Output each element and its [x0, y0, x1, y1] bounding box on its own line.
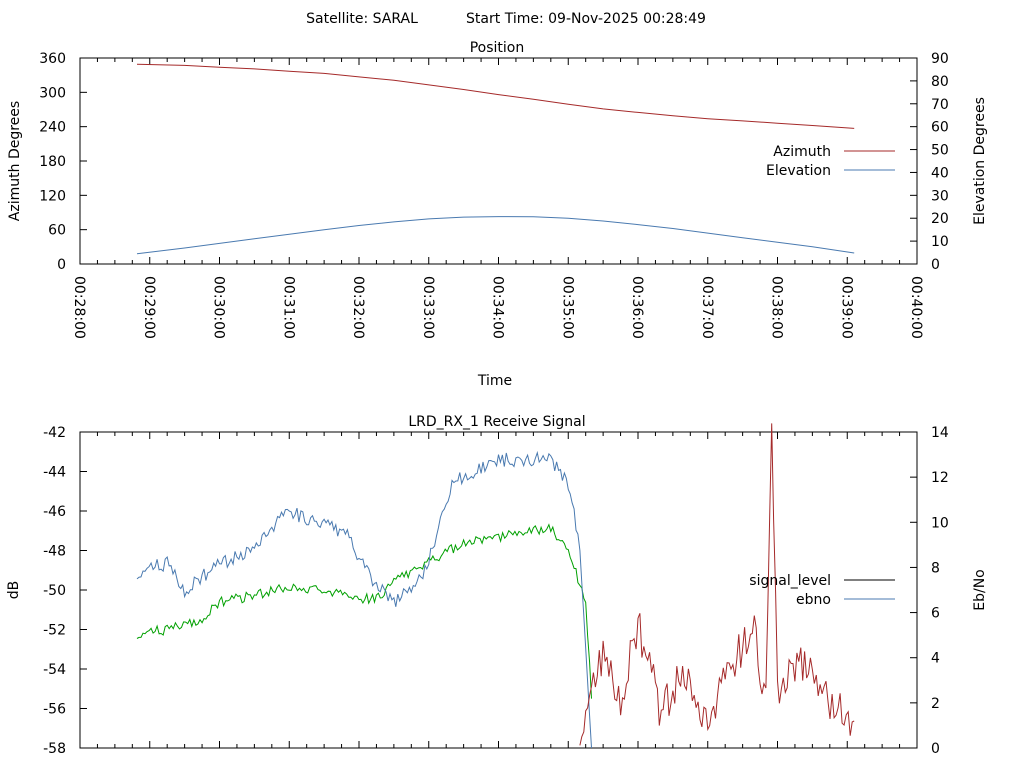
y2-tick-label: 2 — [931, 696, 940, 712]
signal-series — [136, 423, 855, 749]
y2-tick-label: 6 — [931, 606, 940, 622]
y-tick-label: 0 — [57, 257, 66, 273]
y2-tick-label: 60 — [931, 120, 949, 136]
x-tick-label: 00:37:00 — [699, 276, 715, 339]
position-chart-title: Position — [470, 40, 525, 56]
position-y-axis: 0 60 120 180 240 300 360 — [39, 51, 87, 273]
x-tick-label: 00:33:00 — [420, 276, 436, 339]
y-tick-label: 300 — [39, 85, 66, 101]
x-tick-label: 00:29:00 — [141, 276, 157, 339]
signal-legend: signal_level ebno — [749, 573, 895, 608]
y2-tick-label: 90 — [931, 51, 949, 67]
y-tick-label: -52 — [43, 623, 66, 639]
position-y2-axis-label: Elevation Degrees — [972, 97, 988, 225]
y2-tick-label: 40 — [931, 165, 949, 181]
position-plot-frame — [79, 57, 918, 265]
y-tick-label: -46 — [43, 504, 66, 520]
x-tick-label: 00:28:00 — [71, 276, 87, 339]
y2-tick-label: 14 — [931, 425, 949, 441]
series-line-ebno — [136, 450, 592, 749]
position-x-axis: 00:28:00 00:29:00 00:30:00 00:31:00 00:32:00… — [71, 58, 924, 339]
y-tick-label: -54 — [43, 662, 66, 678]
y-tick-label: -58 — [43, 741, 66, 757]
y2-tick-label: 80 — [931, 74, 949, 90]
position-y2-axis: 0 10 20 30 40 50 60 70 80 90 — [910, 51, 949, 273]
x-tick-label: 00:30:00 — [211, 276, 227, 339]
y-tick-label: -42 — [43, 425, 66, 441]
x-tick-label: 00:39:00 — [838, 276, 854, 339]
x-tick-label: 00:35:00 — [559, 276, 575, 339]
signal-chart-title: LRD_RX_1 Receive Signal — [408, 414, 585, 430]
y-tick-label: -56 — [43, 702, 66, 718]
y2-tick-label: 4 — [931, 651, 940, 667]
y2-tick-label: 20 — [931, 211, 949, 227]
y-tick-label: 240 — [39, 120, 66, 136]
signal-plot-frame — [79, 431, 918, 749]
signal-y-axis: -58 -56 -54 -52 -50 -48 -46 -44 -42 — [43, 425, 87, 757]
signal-y-axis-label: dB — [6, 581, 22, 600]
satellite-label: Satellite: SARAL — [306, 11, 418, 27]
y2-tick-label: 10 — [931, 234, 949, 250]
position-series — [136, 63, 855, 255]
series-line-azimuth — [136, 63, 855, 129]
y2-tick-label: 10 — [931, 515, 949, 531]
y-tick-label: -44 — [43, 465, 66, 481]
y-tick-label: -50 — [43, 583, 66, 599]
x-tick-label: 00:36:00 — [629, 276, 645, 339]
y-tick-label: 120 — [39, 188, 66, 204]
position-legend: Azimuth Elevation — [766, 144, 895, 179]
x-tick-label: 00:40:00 — [908, 276, 924, 339]
series-line-signal-level — [136, 523, 592, 699]
x-tick-label: 00:38:00 — [769, 276, 785, 339]
y2-tick-label: 8 — [931, 560, 940, 576]
signal-y2-axis: 0 2 4 6 8 10 12 14 — [910, 425, 949, 757]
series-line-elevation — [136, 216, 855, 255]
x-tick-label: 00:32:00 — [350, 276, 366, 339]
x-tick-label: 00:34:00 — [490, 276, 506, 339]
y-tick-label: 180 — [39, 154, 66, 170]
y2-tick-label: 30 — [931, 188, 949, 204]
y-tick-label: -48 — [43, 544, 66, 560]
legend-label-elevation: Elevation — [766, 163, 831, 179]
signal-x-axis — [79, 432, 918, 748]
y-tick-label: 360 — [39, 51, 66, 67]
y-tick-label: 60 — [48, 223, 66, 239]
legend-label-signal-level: signal_level — [749, 573, 831, 589]
y2-tick-label: 70 — [931, 97, 949, 113]
legend-label-ebno: ebno — [796, 592, 831, 608]
y2-tick-label: 0 — [931, 257, 940, 273]
position-y-axis-label: Azimuth Degrees — [7, 101, 23, 221]
signal-chart: LRD_RX_1 Receive Signal -58-56-54-52-50-… — [6, 414, 988, 757]
y2-tick-label: 50 — [931, 143, 949, 159]
position-x-axis-label: Time — [477, 373, 512, 389]
series-line-ebno-low — [579, 423, 855, 746]
position-chart: Position 00:28:00 00:29:00 00:30:00 00:31:0… — [7, 40, 988, 389]
legend-label-azimuth: Azimuth — [773, 144, 831, 160]
signal-y2-axis-label: Eb/No — [972, 569, 988, 611]
y2-tick-label: 12 — [931, 470, 949, 486]
y2-tick-label: 0 — [931, 741, 940, 757]
x-tick-label: 00:31:00 — [280, 276, 296, 339]
start-time-label: Start Time: 09-Nov-2025 00:28:49 — [466, 11, 706, 27]
